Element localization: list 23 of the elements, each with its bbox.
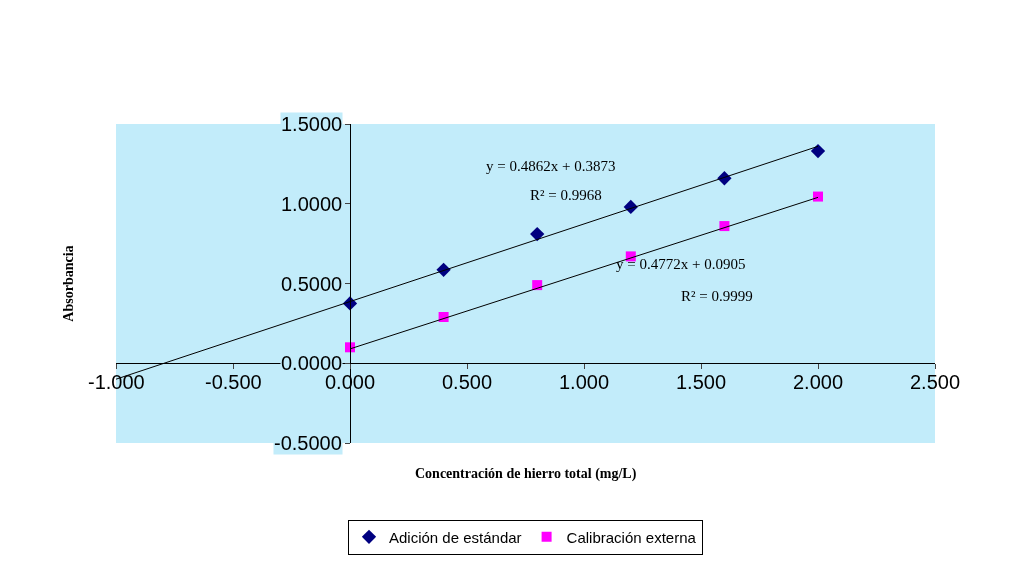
legend-label: Calibración externa — [566, 528, 697, 546]
y-tick-label: 0.0000 — [281, 352, 343, 374]
y-tick-label: 0.5000 — [281, 273, 343, 295]
x-tick-label: 2.500 — [910, 371, 961, 393]
x-tick-label: 1.000 — [559, 371, 610, 393]
point — [813, 191, 823, 202]
x-tick-label: -0.500 — [205, 371, 262, 393]
annotation: R² = 0.9999 — [681, 288, 753, 304]
point — [530, 226, 545, 242]
legend-label: Adición de estándar — [389, 528, 522, 546]
annotation: y = 0.4862x + 0.3873 — [486, 158, 616, 174]
point — [810, 143, 826, 159]
x-tick-label: 0.500 — [442, 371, 493, 393]
x-tick-label: 1.500 — [676, 371, 727, 393]
y-tick-label: 1.5000 — [281, 113, 343, 135]
y-axis-title: Absorbancia — [60, 245, 76, 322]
y-tick-label: 1.0000 — [281, 193, 343, 215]
x-tick-label: 2.000 — [793, 371, 844, 393]
annotation: R² = 0.9968 — [530, 187, 602, 203]
x-tick-label: -1.000 — [88, 371, 145, 393]
annotation: y = 0.4772x + 0.0905 — [616, 256, 746, 272]
x-axis-title: Concentración de hierro total (mg/L) — [415, 466, 637, 482]
y-tick-label: -0.5000 — [274, 432, 342, 454]
